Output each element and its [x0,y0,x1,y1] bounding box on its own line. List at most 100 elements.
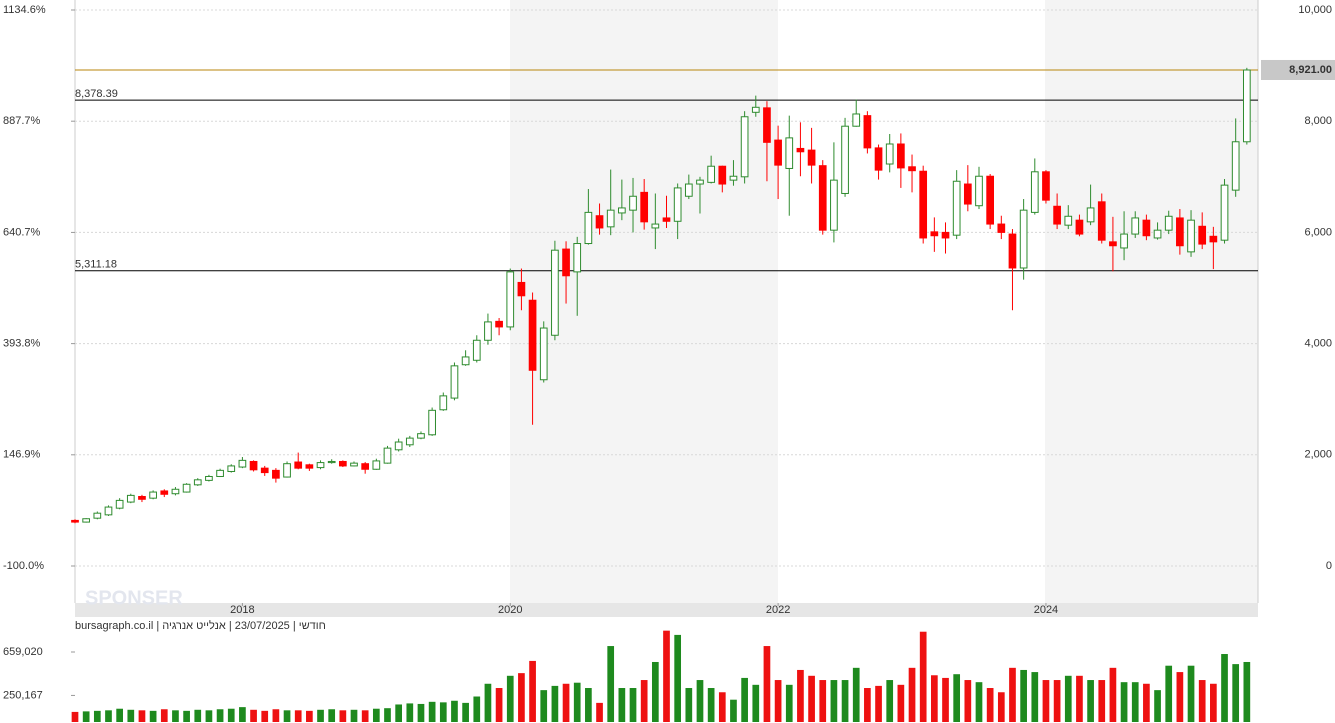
candle-body [1131,217,1140,235]
volume-bar [730,699,737,722]
volume-bar [82,711,90,722]
volume-bar [573,682,581,722]
volume-bar [250,709,257,722]
volume-bar [93,710,101,722]
candle-body [350,462,358,467]
volume-bar [908,667,916,722]
x-tick-label: 2024 [1034,604,1058,616]
candle-body [461,356,470,366]
candle-body [316,462,325,469]
candle-body [193,479,202,486]
candle-body [227,465,236,472]
support-label: 5,311.18 [75,259,117,271]
volume-bar [272,709,280,722]
candle-body [573,243,582,273]
volume-bar [953,674,961,722]
volume-bar [495,688,503,722]
volume-bar [283,710,291,722]
volume-bar [372,708,380,722]
volume-bar [160,709,168,722]
candle-body [327,460,336,464]
volume-bar [473,696,481,722]
volume-bar [875,685,882,722]
candle-body [428,409,436,436]
volume-bar [1053,680,1061,722]
candle-body [249,460,258,471]
volume-bar [484,683,492,722]
volume-bar [1087,680,1094,722]
candle-body [439,395,448,411]
candle-body [1042,171,1050,201]
candle-body [517,281,526,297]
candle-body [1209,235,1218,243]
candle-body [796,147,805,153]
volume-bar [618,688,626,722]
candle-body [339,460,347,467]
volume-bar [395,704,402,722]
candle-body [863,115,872,149]
volume-bar [931,675,938,722]
volume-bar [1009,667,1016,722]
candle-body [1164,215,1173,231]
candle-body [394,441,403,451]
candle-body [807,149,816,166]
time-axis [75,603,1258,617]
volume-bar [417,703,425,722]
volume-bar [886,680,894,722]
candle-body [562,248,570,277]
y2-tick-label: 393.8% [3,338,41,350]
volume-bar [261,710,269,722]
volume-bar [562,683,570,722]
candle-body [1220,184,1229,241]
candle-body [405,437,414,446]
candle-body [495,320,503,328]
candle-body [1187,219,1195,253]
x-tick-label: 2022 [766,604,790,616]
volume-bar [596,702,603,722]
candle-body [216,469,224,477]
candle-body [618,207,626,214]
volume-bar [1020,669,1027,722]
volume-bar [1165,665,1173,722]
candle-body [1242,69,1251,143]
candle-body [963,183,972,205]
volume-bar [328,709,336,722]
volume-bar [785,684,793,722]
volume-bar [172,710,179,722]
candle-body [673,187,682,222]
candle-body [1176,217,1184,247]
last-price-box [1261,59,1335,80]
candle-body [104,506,113,516]
y-tick-label: 10,000 [1298,4,1332,16]
candle-body [885,143,894,165]
last-price-label: 8,921.00 [1289,64,1332,76]
volume-bar [317,709,324,722]
candle-body [283,463,291,478]
volume-bar [384,708,391,722]
candle-body [1153,229,1162,239]
volume-bar [1176,672,1184,722]
x-tick-label: 2018 [230,604,254,616]
candle-body [551,249,559,336]
volume-bar [1031,672,1039,722]
candle-body [82,518,91,523]
volume-tick-label: 659,020 [3,646,43,658]
candle-body [595,215,604,229]
candle-body [852,113,861,127]
candle-body [272,469,280,479]
candle-body [1142,219,1151,237]
candle-body [115,499,124,509]
volume-bar [607,646,615,722]
candle-body [763,107,771,143]
volume-bar [663,630,670,722]
candle-body [718,165,727,185]
candle-body [260,467,269,474]
candle-body [696,179,704,185]
volume-bar [518,673,525,722]
volume-bar [629,688,637,722]
candle-body [238,459,247,468]
volume-bar [763,646,771,722]
volume-bar [1131,682,1139,722]
volume-bar [986,688,994,722]
